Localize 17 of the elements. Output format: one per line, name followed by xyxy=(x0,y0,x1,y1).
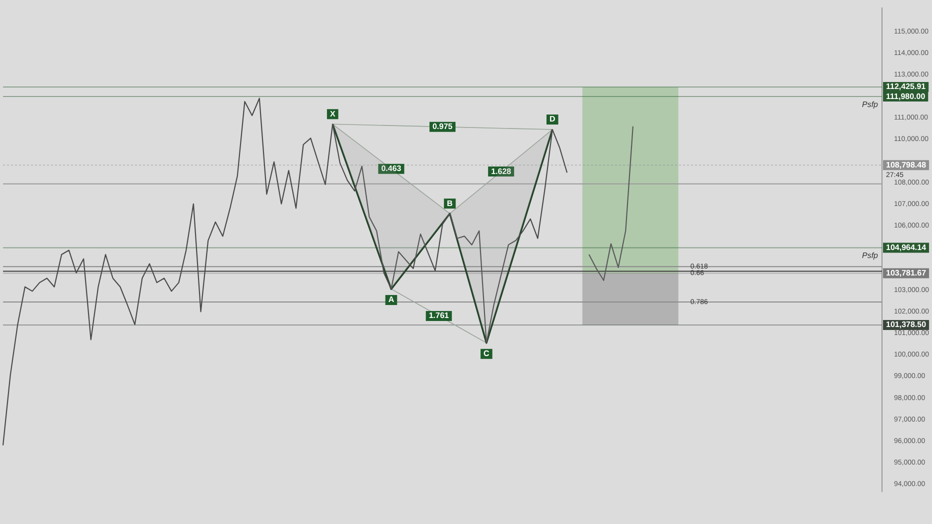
ref-line-label: 104,964.14 xyxy=(886,242,927,252)
ref-line-label: 101,378.50 xyxy=(886,320,927,330)
data-label: B xyxy=(446,198,453,208)
annotation: 1.628 xyxy=(491,166,512,176)
ref-line-label: 103,781.67 xyxy=(886,268,927,278)
annotation: 0.463 xyxy=(381,164,402,174)
data-label: D xyxy=(549,114,556,124)
annotation: Psfp xyxy=(862,100,879,109)
data-label: C xyxy=(484,349,490,358)
annotation: 1.761 xyxy=(428,311,450,320)
annotation: 0.975 xyxy=(432,122,454,132)
data-label: A xyxy=(388,295,394,304)
ref-line-label: 108,798.48 xyxy=(886,160,927,170)
ref-line-label: 112,425.91 xyxy=(886,82,926,92)
data-label: X xyxy=(330,109,336,118)
ref-line-label: 111,980.00 xyxy=(886,92,926,101)
annotation: Psfp xyxy=(862,250,879,260)
